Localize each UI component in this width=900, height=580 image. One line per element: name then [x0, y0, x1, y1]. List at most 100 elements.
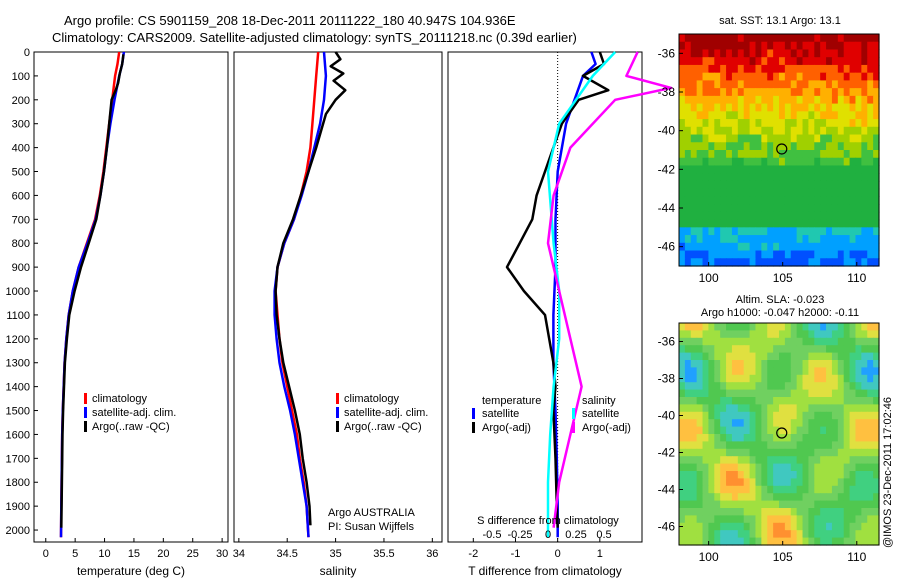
map-cell: [720, 242, 727, 252]
map-cell: [779, 463, 786, 472]
map-cell: [867, 119, 874, 128]
map-cell: [708, 389, 715, 398]
map-cell: [767, 188, 774, 197]
map-cell: [755, 126, 762, 136]
map-cell: [873, 478, 880, 487]
map-cell: [726, 463, 733, 472]
map-cell: [773, 103, 780, 112]
map-cell: [767, 72, 774, 81]
map-cell: [790, 530, 798, 539]
map-cell: [849, 456, 857, 465]
map-cell: [708, 374, 715, 383]
map-cell: [802, 493, 810, 502]
map-cell: [802, 250, 810, 259]
map-cell: [720, 500, 727, 509]
map-cell: [696, 227, 704, 236]
map-cell: [767, 165, 774, 174]
map-cell: [737, 95, 745, 105]
map-cell: [826, 157, 833, 167]
map-cell: [755, 426, 762, 435]
map-cell: [808, 352, 815, 361]
map-cell: [873, 530, 880, 539]
map-cell: [761, 367, 768, 376]
map-cell: [790, 95, 798, 105]
map-cell: [861, 515, 868, 524]
map-cell: [843, 95, 851, 105]
map-cell: [873, 463, 880, 472]
map-cell: [826, 64, 833, 74]
map-cell: [696, 419, 704, 428]
map-cell: [714, 493, 721, 502]
map-cell: [843, 530, 851, 539]
map-cell: [802, 456, 810, 465]
map-cell: [773, 485, 780, 494]
series-line-argo-raw-qc: [274, 51, 347, 526]
map-cell: [696, 382, 704, 391]
map-cell: [773, 196, 780, 205]
map-cell: [714, 150, 721, 159]
map-cell: [861, 165, 868, 174]
sla-map: 100 105 110-36-38-40-42-44-46: [658, 322, 880, 564]
map-cell: [761, 374, 768, 383]
map-cell: [737, 211, 745, 221]
map-cell: [696, 456, 704, 465]
map-cell: [720, 95, 727, 105]
map-cell: [755, 508, 762, 516]
map-cell: [837, 411, 845, 420]
map-cell: [796, 337, 804, 346]
map-cell: [679, 180, 686, 190]
map-cell: [814, 389, 821, 398]
map-cell: [843, 196, 851, 205]
map-cell: [708, 242, 715, 252]
map-cell: [690, 142, 698, 151]
map-cell: [837, 471, 845, 479]
map-cell: [843, 180, 851, 190]
map-cell: [773, 150, 780, 159]
map-cell: [749, 150, 757, 159]
map-cell: [814, 204, 821, 213]
map-cell: [837, 126, 845, 136]
map-cell: [873, 204, 880, 213]
map-cell: [837, 80, 845, 89]
map-cell: [849, 389, 857, 398]
map-cell: [820, 250, 827, 259]
map-cell: [749, 389, 757, 398]
map-cell: [749, 411, 757, 420]
map-cell: [749, 258, 757, 267]
argo-annotation-line: Argo AUSTRALIA: [328, 507, 415, 519]
map-cell: [702, 49, 710, 58]
map-cell: [708, 126, 715, 136]
map-cell: [790, 242, 798, 252]
map-cell: [743, 426, 751, 435]
map-cell: [826, 426, 833, 435]
y-tick-label: -42: [658, 446, 676, 460]
map-cell: [873, 448, 880, 457]
map-cell: [708, 404, 715, 413]
map-cell: [796, 374, 804, 383]
x-tick-label: 34: [233, 548, 245, 560]
map-cell: [773, 126, 780, 136]
map-cell: [743, 142, 751, 151]
map-cell: [696, 103, 704, 112]
map-cell: [843, 134, 851, 143]
map-cell: [737, 119, 745, 128]
map-cell: [843, 485, 851, 494]
map-cell: [726, 134, 733, 143]
map-cell: [679, 389, 686, 398]
map-cell: [684, 34, 692, 43]
map-cell: [767, 41, 774, 51]
map-cell: [808, 337, 815, 346]
map-cell: [749, 345, 757, 354]
map-cell: [767, 352, 774, 361]
map-cell: [867, 515, 874, 524]
map-cell: [873, 180, 880, 190]
map-cell: [820, 157, 827, 167]
x-tick-label: 105: [773, 550, 793, 564]
map-cell: [761, 119, 768, 128]
map-cell: [720, 397, 727, 405]
map-cell: [843, 537, 851, 546]
map-cell: [737, 522, 745, 531]
map-cell: [808, 426, 815, 435]
map-cell: [796, 419, 804, 428]
map-cell: [837, 323, 845, 331]
